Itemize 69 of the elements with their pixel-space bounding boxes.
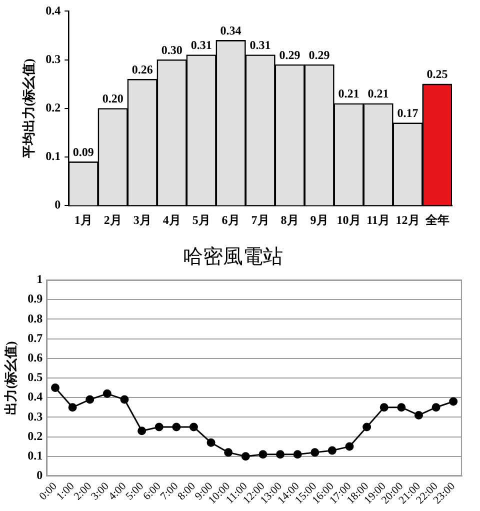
point <box>276 450 285 459</box>
point <box>432 403 440 412</box>
y-tick-label: 0.2 <box>28 428 43 443</box>
point <box>138 426 146 436</box>
data-label: 0.31 <box>250 38 271 52</box>
y-tick-label: 1 <box>36 272 43 286</box>
chart-title: 哈密風電站 <box>183 244 283 268</box>
data-label: 0.29 <box>279 48 300 62</box>
y-tick-label: 0.8 <box>28 311 43 326</box>
data-label: 0.31 <box>190 38 212 52</box>
point <box>449 397 458 406</box>
point <box>206 438 216 447</box>
y-tick-label: 0.1 <box>46 149 61 164</box>
data-label: 0.26 <box>132 62 153 76</box>
point <box>68 403 77 412</box>
y-tick-label: 0.4 <box>46 3 61 18</box>
x-tick-label: 9月 <box>310 212 328 227</box>
data-label: 0.34 <box>220 23 242 38</box>
point <box>328 446 336 455</box>
point <box>345 442 354 451</box>
x-tick-label: 5月 <box>192 212 210 227</box>
point <box>310 448 320 457</box>
point <box>258 450 268 459</box>
point <box>51 384 60 392</box>
y-tick-label: 0.3 <box>28 409 43 424</box>
x-tick-label: 7月 <box>251 212 270 227</box>
x-tick-label: 2月 <box>104 212 122 227</box>
y-axis-title: 平均出力(标幺值) <box>21 58 36 160</box>
x-tick-label: 3月 <box>133 212 152 227</box>
data-label: 0.30 <box>161 42 182 57</box>
y-tick-label: 0.5 <box>28 370 43 384</box>
y-tick-label: 0 <box>36 468 43 482</box>
y-tick-label: 0 <box>54 198 61 212</box>
x-tick-label: 10月 <box>336 212 361 227</box>
point <box>362 422 372 432</box>
x-tick-label: 11月 <box>366 212 390 227</box>
data-label: 0.20 <box>102 91 124 106</box>
point <box>380 403 388 412</box>
point <box>172 422 181 432</box>
point <box>120 395 129 404</box>
point <box>293 450 302 459</box>
data-label: 0.21 <box>368 86 389 101</box>
y-axis-title: 出力(标幺值) <box>3 341 18 415</box>
y-tick-label: 0.2 <box>46 100 61 114</box>
data-label: 0.25 <box>426 67 448 82</box>
point <box>241 452 250 461</box>
x-tick-label: 12月 <box>396 212 420 227</box>
point <box>86 395 94 404</box>
y-tick-label: 0.4 <box>28 390 43 404</box>
x-tick-label: 8月 <box>280 212 299 227</box>
x-tick-label: 4月 <box>162 212 181 227</box>
point <box>189 422 198 432</box>
x-tick-label: 6月 <box>222 212 240 227</box>
y-tick-label: 0.1 <box>28 448 43 462</box>
y-tick-label: 0.3 <box>46 52 61 66</box>
data-label: 0.21 <box>338 86 360 101</box>
point <box>154 422 164 432</box>
y-tick-label: 0.6 <box>28 350 43 364</box>
point <box>397 403 406 412</box>
y-tick-label: 0.9 <box>28 292 43 306</box>
point <box>224 448 233 457</box>
y-tick-label: 0.7 <box>28 330 43 345</box>
x-tick-label: 全年 <box>424 212 450 227</box>
data-label: 0.17 <box>397 106 418 120</box>
x-tick-label: 1月 <box>74 212 92 227</box>
data-label: 0.29 <box>308 48 330 62</box>
point <box>102 389 112 398</box>
point <box>414 410 423 420</box>
data-label: 0.09 <box>72 144 94 159</box>
